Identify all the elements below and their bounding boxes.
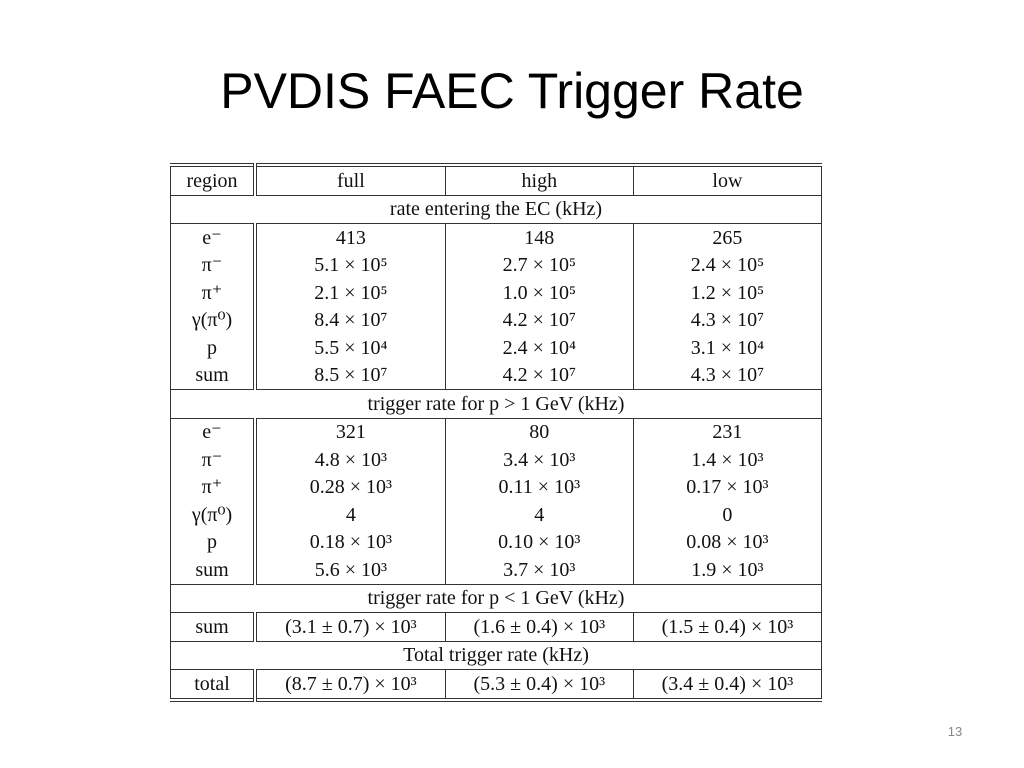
rate-cell: 3.4 × 10³ <box>444 446 634 474</box>
rate-cell: 5.6 × 10³ <box>254 556 446 585</box>
region-cell: e⁻ <box>170 417 257 446</box>
rate-cell: (3.1 ± 0.7) × 10³ <box>254 612 446 642</box>
section-row: trigger rate for p > 1 GeV (kHz) <box>170 389 822 419</box>
header-row: region full high low <box>170 164 823 196</box>
data-row: sum (3.1 ± 0.7) × 10³ (1.6 ± 0.4) × 10³ (1.… <box>170 612 823 642</box>
rate-cell: 2.1 × 10⁵ <box>254 279 446 307</box>
rate-cell: 4 <box>254 501 446 529</box>
rate-cell: 0.08 × 10³ <box>632 528 823 556</box>
rate-cell: 265 <box>632 223 823 252</box>
data-row: π⁻ 5.1 × 10⁵ 2.7 × 10⁵ 2.4 × 10⁵ <box>170 251 823 279</box>
region-cell: π⁻ <box>170 251 257 279</box>
rate-cell: 1.4 × 10³ <box>632 446 823 474</box>
rate-cell: (8.7 ± 0.7) × 10³ <box>254 669 446 700</box>
data-row: sum 5.6 × 10³ 3.7 × 10³ 1.9 × 10³ <box>170 556 823 585</box>
data-row: e⁻ 321 80 231 <box>170 417 823 446</box>
rate-cell: 1.9 × 10³ <box>632 556 823 585</box>
rate-cell: 4.3 × 10⁷ <box>632 306 823 334</box>
data-row: sum 8.5 × 10⁷ 4.2 × 10⁷ 4.3 × 10⁷ <box>170 361 823 390</box>
rate-cell: 1.0 × 10⁵ <box>444 279 634 307</box>
table-body: region full high low rate entering the EC (k… <box>170 164 823 700</box>
section-row: rate entering the EC (kHz) <box>170 194 822 224</box>
rate-cell: 8.5 × 10⁷ <box>254 361 446 390</box>
rate-cell: (1.6 ± 0.4) × 10³ <box>444 612 634 642</box>
region-cell: γ(π⁰) <box>170 306 257 334</box>
rate-cell: 2.7 × 10⁵ <box>444 251 634 279</box>
region-cell: π⁻ <box>170 446 257 474</box>
data-row: p 0.18 × 10³ 0.10 × 10³ 0.08 × 10³ <box>170 528 823 556</box>
rate-cell: 148 <box>444 223 634 252</box>
region-cell: p <box>170 528 257 556</box>
rate-cell: 5.1 × 10⁵ <box>254 251 446 279</box>
header-cell: high <box>444 164 634 196</box>
data-row: π⁺ 2.1 × 10⁵ 1.0 × 10⁵ 1.2 × 10⁵ <box>170 279 823 307</box>
section-title: trigger rate for p > 1 GeV (kHz) <box>170 389 822 419</box>
rate-cell: 2.4 × 10⁵ <box>632 251 823 279</box>
rate-cell: 231 <box>632 417 823 446</box>
rate-cell: 4 <box>444 501 634 529</box>
rate-cell: 0.10 × 10³ <box>444 528 634 556</box>
region-cell: sum <box>170 612 257 642</box>
rate-cell: 80 <box>444 417 634 446</box>
rate-cell: 0.17 × 10³ <box>632 473 823 501</box>
rate-cell: (3.4 ± 0.4) × 10³ <box>632 669 823 700</box>
data-row: π⁻ 4.8 × 10³ 3.4 × 10³ 1.4 × 10³ <box>170 446 823 474</box>
data-row: p 5.5 × 10⁴ 2.4 × 10⁴ 3.1 × 10⁴ <box>170 334 823 362</box>
section-row: trigger rate for p < 1 GeV (kHz) <box>170 583 822 613</box>
header-cell: low <box>632 164 823 196</box>
rate-cell: 321 <box>254 417 446 446</box>
data-row: e⁻ 413 148 265 <box>170 223 823 252</box>
region-cell: total <box>170 669 257 700</box>
rate-cell: 1.2 × 10⁵ <box>632 279 823 307</box>
section-title: rate entering the EC (kHz) <box>170 194 822 224</box>
region-cell: e⁻ <box>170 223 257 252</box>
rate-cell: 413 <box>254 223 446 252</box>
region-cell: π⁺ <box>170 279 257 307</box>
page-number: 13 <box>947 724 963 739</box>
rate-cell: 4.2 × 10⁷ <box>444 361 634 390</box>
region-cell: π⁺ <box>170 473 257 501</box>
rate-table: region full high low rate entering the EC (k… <box>170 163 823 702</box>
rate-cell: 0.11 × 10³ <box>444 473 634 501</box>
header-cell: full <box>254 164 446 196</box>
rate-cell: 4.8 × 10³ <box>254 446 446 474</box>
rate-cell: (5.3 ± 0.4) × 10³ <box>444 669 634 700</box>
section-title: Total trigger rate (kHz) <box>170 640 822 670</box>
rate-cell: 3.7 × 10³ <box>444 556 634 585</box>
rate-cell: (1.5 ± 0.4) × 10³ <box>632 612 823 642</box>
region-cell: sum <box>170 361 257 390</box>
section-title: trigger rate for p < 1 GeV (kHz) <box>170 583 822 613</box>
rate-cell: 4.2 × 10⁷ <box>444 306 634 334</box>
rate-cell: 0.28 × 10³ <box>254 473 446 501</box>
data-row: total (8.7 ± 0.7) × 10³ (5.3 ± 0.4) × 10³(… <box>170 669 823 700</box>
data-row: γ(π⁰) 4 4 0 <box>170 501 823 529</box>
region-cell: p <box>170 334 257 362</box>
region-cell: γ(π⁰) <box>170 501 257 529</box>
section-row: Total trigger rate (kHz) <box>170 640 822 670</box>
region-cell: sum <box>170 556 257 585</box>
data-row: γ(π⁰) 8.4 × 10⁷ 4.2 × 10⁷ 4.3 × 10⁷ <box>170 306 823 334</box>
header-cell: region <box>170 164 257 196</box>
rate-cell: 4.3 × 10⁷ <box>632 361 823 390</box>
rate-cell: 0 <box>632 501 823 529</box>
rate-cell: 8.4 × 10⁷ <box>254 306 446 334</box>
rate-cell: 0.18 × 10³ <box>254 528 446 556</box>
slide-title: PVDIS FAEC Trigger Rate <box>220 63 804 119</box>
data-row: π⁺ 0.28 × 10³ 0.11 × 10³ 0.17 × 10³ <box>170 473 823 501</box>
rate-cell: 3.1 × 10⁴ <box>632 334 823 362</box>
rate-cell: 2.4 × 10⁴ <box>444 334 634 362</box>
rate-cell: 5.5 × 10⁴ <box>254 334 446 362</box>
